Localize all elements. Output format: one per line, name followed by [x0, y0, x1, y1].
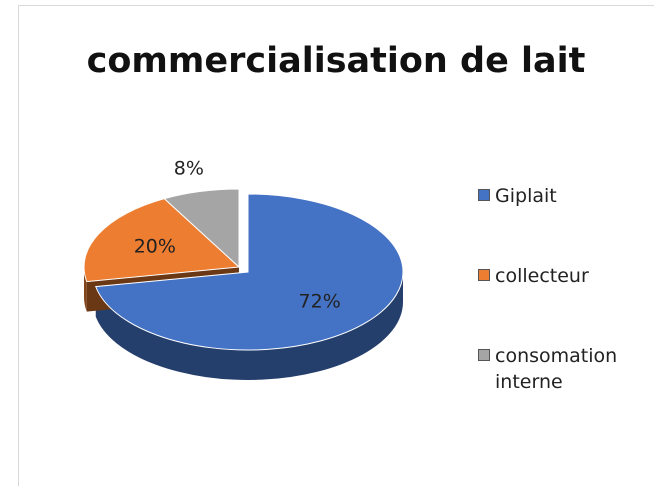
- legend-label: consomation interne: [495, 345, 618, 393]
- slice: [83, 198, 241, 283]
- slice-side: [84, 267, 87, 312]
- legend-swatch: [478, 349, 490, 361]
- data-label: 20%: [134, 236, 176, 258]
- chart-frame: [18, 5, 654, 486]
- data-label: 8%: [174, 157, 204, 179]
- chart-title: commercialisation de lait: [87, 41, 586, 81]
- legend-label: Giplait: [495, 185, 557, 207]
- legend-swatch: [478, 189, 490, 201]
- legend-item: collecteur: [478, 263, 648, 289]
- data-label: 72%: [299, 290, 341, 312]
- slice: [163, 188, 240, 269]
- legend-label: collecteur: [495, 265, 589, 287]
- legend-item: Giplait: [478, 183, 648, 209]
- slice: [95, 193, 404, 351]
- legend-swatch: [478, 269, 490, 281]
- legend-item: consomation interne: [478, 343, 648, 395]
- slice-side: [95, 272, 403, 380]
